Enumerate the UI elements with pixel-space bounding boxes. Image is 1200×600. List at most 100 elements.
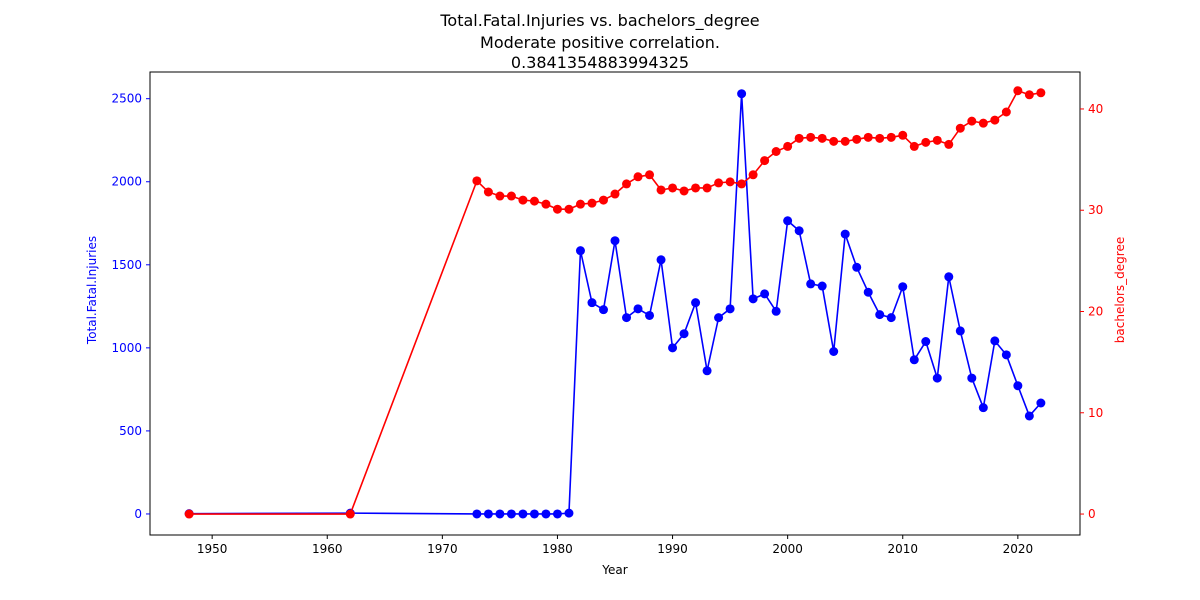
data-point-bachelors_degree-2019 [1001,107,1011,117]
data-point-bachelors_degree-2002 [806,132,816,142]
axes-layer: 1950 1960 1970 1980 1990 2000 2010 202005001000… [111,71,1103,556]
data-point-bachelors_degree-1996 [737,179,747,189]
data-point-Total.Fatal.Injuries-1976 [506,509,516,519]
data-point-Total.Fatal.Injuries-2007 [863,287,873,297]
data-point-Total.Fatal.Injuries-1983 [587,298,597,308]
data-point-bachelors_degree-2000 [783,141,793,151]
data-point-Total.Fatal.Injuries-1979 [541,509,551,519]
series-line-Total.Fatal.Injuries [189,92,1042,515]
data-point-bachelors_degree-2014 [944,139,954,149]
data-point-Total.Fatal.Injuries-1997 [748,294,758,304]
data-point-bachelors_degree-2001 [794,133,804,143]
y-right-tick-label-10: 10 [1088,406,1103,420]
data-point-Total.Fatal.Injuries-1982 [575,246,585,256]
data-point-Total.Fatal.Injuries-1999 [771,306,781,316]
data-point-Total.Fatal.Injuries-2019 [1001,350,1011,360]
data-point-bachelors_degree-2018 [990,115,1000,125]
data-point-bachelors_degree-2013 [932,135,942,145]
y-right-tick-label-0: 0 [1088,507,1096,521]
x-tick-label-2020: 2020 [1003,542,1034,556]
data-point-Total.Fatal.Injuries-2008 [875,310,885,320]
data-point-Total.Fatal.Injuries-1989 [656,255,666,265]
data-point-bachelors_degree-1984 [598,195,608,205]
data-point-bachelors_degree-2005 [840,136,850,146]
data-point-Total.Fatal.Injuries-1987 [633,304,643,314]
data-point-bachelors_degree-1983 [587,198,597,208]
data-point-bachelors_degree-1977 [518,195,528,205]
data-point-Total.Fatal.Injuries-2011 [909,355,919,365]
data-point-bachelors_degree-1997 [748,170,758,180]
plot-frame [149,71,1081,536]
series-layer [184,86,1046,519]
data-point-Total.Fatal.Injuries-2012 [921,337,931,347]
data-point-bachelors_degree-1999 [771,147,781,156]
chart-title-line-2: Moderate positive correlation. [480,33,720,52]
data-point-Total.Fatal.Injuries-2004 [829,347,839,356]
data-point-Total.Fatal.Injuries-1974 [483,509,493,519]
y-left-tick-label-2500: 2500 [111,92,142,106]
data-point-bachelors_degree-2021 [1024,90,1034,100]
data-point-bachelors_degree-2003 [817,133,827,143]
data-point-bachelors_degree-2022 [1036,88,1046,98]
y-axis-left-label: Total.Fatal.Injuries [85,236,99,345]
x-tick-label-2000: 2000 [772,542,803,556]
chart-title: Total.Fatal.Injuries vs. bachelors_degre… [439,11,759,72]
data-point-bachelors_degree-1948 [184,509,194,519]
y-left-tick-label-1500: 1500 [111,258,142,272]
data-point-Total.Fatal.Injuries-1998 [760,289,770,299]
chart-title-line-3: 0.3841354883994325 [511,53,689,72]
data-point-Total.Fatal.Injuries-1992 [691,298,701,308]
data-point-bachelors_degree-2016 [967,116,977,126]
data-point-Total.Fatal.Injuries-2015 [955,326,965,336]
data-point-Total.Fatal.Injuries-1975 [495,509,505,519]
data-point-bachelors_degree-2008 [875,133,885,143]
data-point-bachelors_degree-2017 [978,118,988,128]
data-point-bachelors_degree-1995 [725,177,735,187]
y-axis-right-label: bachelors_degree [1113,237,1127,343]
series-bachelors_degree [184,86,1046,519]
data-point-Total.Fatal.Injuries-2014 [944,272,954,282]
data-point-Total.Fatal.Injuries-1981 [564,508,574,518]
data-point-bachelors_degree-1985 [610,189,620,199]
data-point-Total.Fatal.Injuries-2013 [932,373,942,383]
y-left-tick-label-500: 500 [119,424,142,438]
y-right-tick-label-20: 20 [1088,305,1103,319]
data-point-bachelors_degree-1986 [622,179,632,189]
data-point-bachelors_degree-1981 [564,204,574,214]
data-point-bachelors_degree-1973 [472,176,482,186]
data-point-Total.Fatal.Injuries-2016 [967,373,977,383]
x-axis-label: Year [601,563,627,577]
data-point-Total.Fatal.Injuries-2000 [783,216,793,226]
data-point-bachelors_degree-2004 [829,136,839,146]
data-point-Total.Fatal.Injuries-2020 [1013,381,1023,391]
data-point-Total.Fatal.Injuries-2005 [840,229,850,239]
data-point-bachelors_degree-1962 [345,509,355,519]
data-point-Total.Fatal.Injuries-2010 [898,282,908,292]
data-point-Total.Fatal.Injuries-1986 [622,313,632,323]
data-point-Total.Fatal.Injuries-1995 [725,304,735,314]
data-point-bachelors_degree-2012 [921,137,931,147]
data-point-Total.Fatal.Injuries-2002 [806,279,816,289]
data-point-Total.Fatal.Injuries-1980 [552,509,562,519]
data-point-Total.Fatal.Injuries-1994 [714,313,724,323]
data-point-bachelors_degree-1992 [691,183,701,193]
series-line-bachelors_degree [189,89,1042,515]
y-left-tick-label-0: 0 [134,507,142,521]
data-point-Total.Fatal.Injuries-1984 [598,305,608,315]
x-tick-label-1970: 1970 [427,542,458,556]
data-point-bachelors_degree-1989 [656,185,666,195]
data-point-Total.Fatal.Injuries-1973 [472,509,482,519]
data-point-bachelors_degree-2020 [1013,86,1023,96]
data-point-bachelors_degree-1974 [483,187,493,197]
series-Total.Fatal.Injuries [184,89,1046,519]
data-point-Total.Fatal.Injuries-2003 [817,281,827,291]
y-left-tick-label-1000: 1000 [111,341,142,355]
data-point-Total.Fatal.Injuries-2006 [852,262,862,272]
data-point-bachelors_degree-2007 [863,132,873,142]
chart-title-line-1: Total.Fatal.Injuries vs. bachelors_degre… [439,11,759,31]
data-point-bachelors_degree-1980 [552,204,562,214]
data-point-Total.Fatal.Injuries-1977 [518,509,528,519]
data-point-Total.Fatal.Injuries-1978 [529,509,539,519]
